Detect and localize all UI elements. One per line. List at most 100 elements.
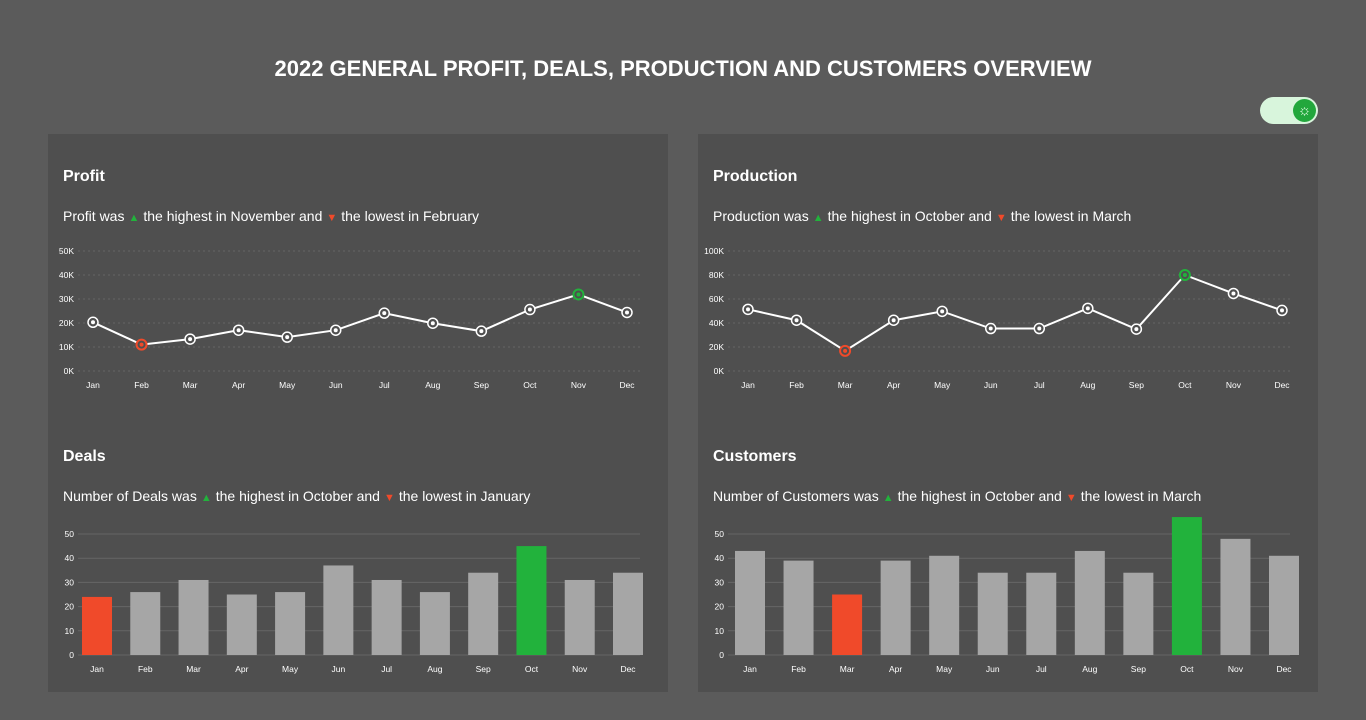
x-tick-label: Aug [427, 664, 442, 674]
data-point-center [576, 292, 581, 297]
subtitle-high: the highest in October and [827, 208, 992, 224]
y-tick-label: 0 [69, 650, 74, 660]
x-tick-label: Dec [620, 664, 636, 674]
triangle-down-icon: ▼ [1065, 492, 1077, 504]
customers-chart: 0 10 20 30 40 50 Jan Feb Mar Apr May Jun Jul Aug Sep Oc… [715, 517, 1299, 674]
subtitle-text: Number of Deals was [63, 488, 197, 504]
bar [929, 555, 960, 655]
x-tick-label: Sep [1131, 664, 1146, 674]
subtitle-text: Production was [713, 208, 809, 224]
x-tick-label: Jan [90, 664, 104, 674]
x-tick-label: Dec [1276, 664, 1292, 674]
y-tick-label: 40K [59, 270, 74, 280]
x-tick-label: Oct [1178, 380, 1192, 390]
data-point-center [139, 342, 144, 347]
data-point-center [794, 318, 799, 323]
subtitle-high: the highest in November and [143, 208, 323, 224]
data-point-center [382, 311, 387, 316]
chart-title-deals: Deals [63, 448, 106, 465]
bar [613, 572, 643, 655]
y-tick-label: 10 [65, 626, 75, 636]
y-tick-label: 0K [714, 366, 725, 376]
x-tick-label: Jul [381, 664, 392, 674]
data-point-center [1037, 326, 1042, 331]
bar [880, 560, 911, 655]
y-tick-label: 100K [704, 246, 724, 256]
x-tick-label: Jul [379, 380, 390, 390]
x-tick-label: Nov [1226, 380, 1242, 390]
bar [735, 550, 765, 655]
data-point-center [527, 307, 532, 312]
y-tick-label: 0K [64, 366, 75, 376]
x-tick-label: Apr [235, 664, 248, 674]
data-point-center [236, 328, 241, 333]
series-line [747, 273, 1283, 353]
y-tick-label: 20 [65, 602, 75, 612]
x-tick-label: Mar [838, 380, 853, 390]
subtitle-text: Profit was [63, 208, 125, 224]
theme-toggle[interactable]: ☼ [1260, 97, 1318, 124]
chart-subtitle-deals: Number of Deals was ▲ the highest in Octob… [63, 488, 530, 504]
subtitle-low: the lowest in February [341, 208, 479, 224]
data-point-center [1231, 291, 1236, 296]
x-tick-label: Jun [332, 664, 346, 674]
data-point-center [285, 335, 290, 340]
x-tick-label: Mar [840, 664, 855, 674]
subtitle-low: the lowest in March [1010, 208, 1132, 224]
data-point-center [188, 337, 193, 342]
profit-chart: 0K 10K 20K 30K 40K 50K Jan Feb Mar Apr May Jun Jul Au… [59, 246, 640, 390]
x-tick-label: Dec [619, 380, 635, 390]
x-tick-label: May [936, 664, 953, 674]
x-tick-label: Apr [232, 380, 245, 390]
data-point-center [333, 328, 338, 333]
x-tick-label: Nov [1228, 664, 1244, 674]
deals-chart: 0 10 20 30 40 50 Jan Feb Mar Apr May Jun Jul Aug Sep Oc… [65, 529, 643, 674]
subtitle-high: the highest in October and [897, 488, 1062, 504]
bar [1123, 572, 1154, 655]
data-point-center [1280, 308, 1284, 313]
bar [226, 594, 257, 655]
bar [275, 592, 306, 655]
bar [419, 592, 450, 655]
triangle-up-icon: ▲ [812, 212, 824, 224]
data-point-center [479, 329, 484, 334]
y-tick-label: 40 [715, 553, 725, 563]
x-tick-label: Feb [134, 380, 149, 390]
y-tick-label: 50 [715, 529, 725, 539]
bar [178, 579, 209, 655]
data-point-center [91, 320, 95, 325]
data-point-center [625, 310, 629, 315]
x-tick-label: Sep [1129, 380, 1144, 390]
bar [468, 572, 499, 655]
x-tick-label: Apr [887, 380, 900, 390]
x-tick-label: Sep [476, 664, 491, 674]
bar [371, 579, 402, 655]
y-tick-label: 60K [709, 294, 724, 304]
bar [1269, 555, 1299, 655]
data-point-center [430, 321, 435, 326]
panel-left: Profit Profit was ▲ the highest in Novembe… [48, 134, 668, 692]
y-tick-label: 50 [65, 529, 75, 539]
data-point-center [1085, 306, 1090, 311]
data-point-center [1182, 273, 1187, 277]
bar [783, 560, 814, 655]
y-tick-label: 20K [59, 318, 74, 328]
x-tick-label: Jan [743, 664, 757, 674]
page-title: 2022 GENERAL PROFIT, DEALS, PRODUCTION A… [274, 56, 1092, 81]
production-chart: 0K 20K 40K 60K 80K 100K Jan Feb Mar Apr May Jun Jul A… [704, 246, 1290, 390]
data-point-center [891, 318, 896, 323]
x-tick-label: Oct [523, 380, 537, 390]
chart-subtitle-profit: Profit was ▲ the highest in November and ▼ t… [63, 208, 479, 224]
x-tick-label: Aug [1082, 664, 1097, 674]
subtitle-low: the lowest in January [398, 488, 531, 504]
x-tick-label: Apr [889, 664, 902, 674]
x-tick-label: May [934, 380, 951, 390]
data-point-center [843, 348, 848, 353]
x-tick-label: Feb [138, 664, 153, 674]
x-tick-label: Oct [525, 664, 539, 674]
bar [564, 579, 595, 655]
y-tick-label: 40K [709, 318, 724, 328]
triangle-up-icon: ▲ [200, 492, 212, 504]
data-point-center [1134, 327, 1139, 332]
triangle-down-icon: ▼ [383, 492, 395, 504]
